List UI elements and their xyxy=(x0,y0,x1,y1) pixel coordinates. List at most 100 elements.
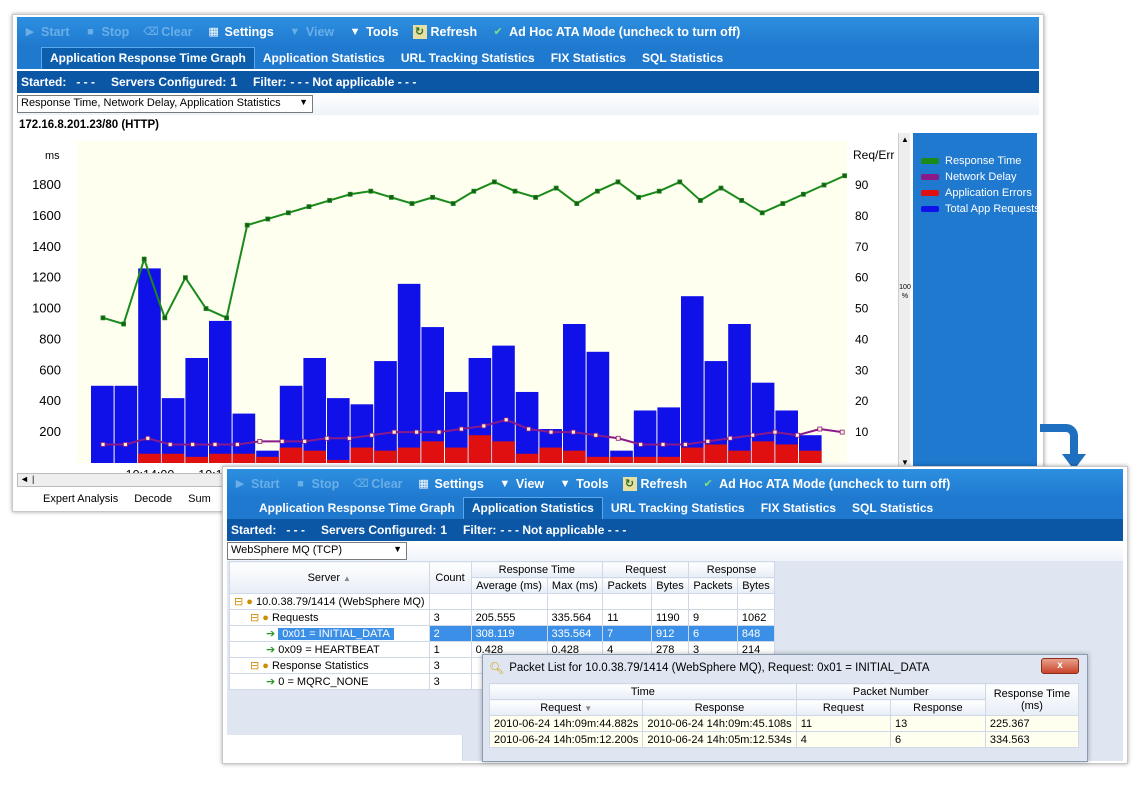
data-point xyxy=(162,315,168,321)
stop-button[interactable]: ■ Stop xyxy=(293,477,339,491)
request-bar xyxy=(91,385,114,463)
start-button[interactable]: ▶ Start xyxy=(23,25,70,39)
error-bar xyxy=(397,447,421,463)
refresh-button[interactable]: ↻ Refresh xyxy=(412,25,477,39)
request-bar xyxy=(704,361,728,463)
tools-menu[interactable]: ▼ Tools xyxy=(349,25,399,39)
adhoc-toggle[interactable]: ✔ Ad Hoc ATA Mode (uncheck to turn off) xyxy=(491,25,740,39)
settings-button[interactable]: ▦ Settings xyxy=(208,25,274,39)
table-row[interactable]: ⊟ ● Requests 3 205.555 335.564 11 1190 9 1062 xyxy=(229,609,776,626)
data-point xyxy=(795,432,800,438)
y-tick-label-right: 30 xyxy=(855,363,869,377)
protocol-select[interactable]: WebSphere MQ (TCP) ▼ xyxy=(227,542,407,560)
error-bar xyxy=(279,447,303,463)
tab-expert-analysis[interactable]: Expert Analysis xyxy=(43,493,119,505)
tab-application-statistics[interactable]: Application Statistics xyxy=(262,51,385,65)
count-cell: 1 xyxy=(428,641,472,658)
view-menu[interactable]: ▼ View xyxy=(289,25,335,39)
adhoc-toggle[interactable]: ✔ Ad Hoc ATA Mode (uncheck to turn off) xyxy=(701,477,950,491)
table-row[interactable]: 2010-06-24 14h:09m:44.882s 2010-06-24 14… xyxy=(488,715,1080,732)
count-cell: 3 xyxy=(428,673,472,690)
play-icon: ▶ xyxy=(235,478,245,490)
tab-bar: Application Response Time Graph Applicat… xyxy=(227,497,1123,519)
scroll-down-icon[interactable]: ▼ xyxy=(901,458,909,467)
clear-button[interactable]: ⌫ Clear xyxy=(143,25,193,39)
request-bar xyxy=(563,324,586,463)
tab-response-time-graph[interactable]: Application Response Time Graph xyxy=(41,47,255,69)
col-time[interactable]: Time xyxy=(489,683,797,700)
col-server[interactable]: Server ▲ xyxy=(229,561,430,594)
tab-response-time-graph[interactable]: Application Response Time Graph xyxy=(259,501,455,515)
error-bar xyxy=(374,450,397,463)
scroll-left-icon[interactable]: ◄ xyxy=(20,474,29,484)
average-cell xyxy=(470,593,548,610)
tools-menu[interactable]: ▼ Tools xyxy=(559,477,609,491)
legend-swatch xyxy=(921,174,939,180)
tab-bar: Application Response Time Graph Applicat… xyxy=(17,47,1039,69)
col-max[interactable]: Max (ms) xyxy=(546,577,604,594)
col-response[interactable]: Response xyxy=(688,561,775,578)
col-average[interactable]: Average (ms) xyxy=(470,577,548,594)
col-req-bytes[interactable]: Bytes xyxy=(650,577,690,594)
col-response-time[interactable]: Response Time (ms) xyxy=(984,683,1080,716)
max-cell xyxy=(546,593,604,610)
close-button[interactable]: x xyxy=(1041,658,1079,674)
data-point xyxy=(141,256,147,262)
tab-application-statistics[interactable]: Application Statistics xyxy=(462,497,603,519)
y-tick-label-left: 1200 xyxy=(32,270,61,285)
tab-fix-statistics[interactable]: FIX Statistics xyxy=(550,51,627,65)
tab-fix-statistics[interactable]: FIX Statistics xyxy=(760,501,837,515)
error-bar xyxy=(327,459,350,463)
tab-sql-statistics[interactable]: SQL Statistics xyxy=(852,501,934,515)
data-point xyxy=(481,423,487,429)
tab-url-tracking[interactable]: URL Tracking Statistics xyxy=(610,501,745,515)
col-req-packets[interactable]: Packets xyxy=(602,577,652,594)
table-row[interactable]: ➔ 0x01 = INITIAL_DATA 2 308.119 335.564 7 912… xyxy=(229,625,776,642)
error-bar xyxy=(445,447,468,463)
tab-summary[interactable]: Sum xyxy=(188,493,211,505)
tab-url-tracking[interactable]: URL Tracking Statistics xyxy=(400,51,535,65)
data-point xyxy=(388,194,394,200)
error-bar xyxy=(303,450,326,463)
start-button[interactable]: ▶ Start xyxy=(233,477,280,491)
col-request[interactable]: Request xyxy=(602,561,690,578)
server-cell: ⊟ ● Requests xyxy=(229,609,430,626)
response-packets-cell: 9 xyxy=(688,609,738,626)
data-point xyxy=(615,435,621,441)
col-res-packets[interactable]: Packets xyxy=(688,577,738,594)
view-select[interactable]: Response Time, Network Delay, Applicatio… xyxy=(17,95,313,113)
request-bar xyxy=(657,407,680,463)
scroll-thumb[interactable]: | xyxy=(32,474,35,484)
table-row[interactable]: ⊟ ● 10.0.38.79/1414 (WebSphere MQ) xyxy=(229,593,776,610)
stats-table: Server ▲ Count Response Time Request Res… xyxy=(229,561,776,690)
data-point xyxy=(182,275,188,281)
refresh-button[interactable]: ↻ Refresh xyxy=(622,477,687,491)
view-menu[interactable]: ▼ View xyxy=(499,477,545,491)
col-packet-response[interactable]: Response xyxy=(889,699,986,716)
expand-node-icon: ⊟ ● xyxy=(250,612,272,624)
request-packets-cell: 11 xyxy=(602,609,652,626)
col-time-response[interactable]: Response xyxy=(642,699,797,716)
data-point xyxy=(512,188,518,194)
col-res-bytes[interactable]: Bytes xyxy=(736,577,776,594)
error-bar xyxy=(563,450,586,463)
scroll-up-icon[interactable]: ▲ xyxy=(901,135,909,144)
col-packet-request[interactable]: Request xyxy=(795,699,891,716)
clear-button[interactable]: ⌫ Clear xyxy=(353,477,403,491)
tab-sql-statistics[interactable]: SQL Statistics xyxy=(642,51,724,65)
settings-button[interactable]: ▦ Settings xyxy=(418,477,484,491)
error-bar xyxy=(586,456,610,463)
table-row[interactable]: 2010-06-24 14h:05m:12.200s 2010-06-24 14… xyxy=(488,731,1080,748)
filter-value: - - - Not applicable - - - xyxy=(290,75,417,89)
vertical-scrollbar[interactable]: ▲ ▼ 100 % xyxy=(898,133,911,469)
packet-table: Time Packet Number Response Time (ms) Re… xyxy=(488,683,1080,748)
tab-decode[interactable]: Decode xyxy=(134,493,173,505)
legend-item: Total App Requests xyxy=(921,203,1040,215)
table-blank-area xyxy=(227,735,463,761)
stop-button[interactable]: ■ Stop xyxy=(83,25,129,39)
col-response-time[interactable]: Response Time xyxy=(470,561,604,578)
data-point xyxy=(244,222,250,228)
col-packet-number[interactable]: Packet Number xyxy=(795,683,986,700)
col-time-request[interactable]: Request ▼ xyxy=(488,699,644,716)
col-count[interactable]: Count xyxy=(428,561,472,594)
